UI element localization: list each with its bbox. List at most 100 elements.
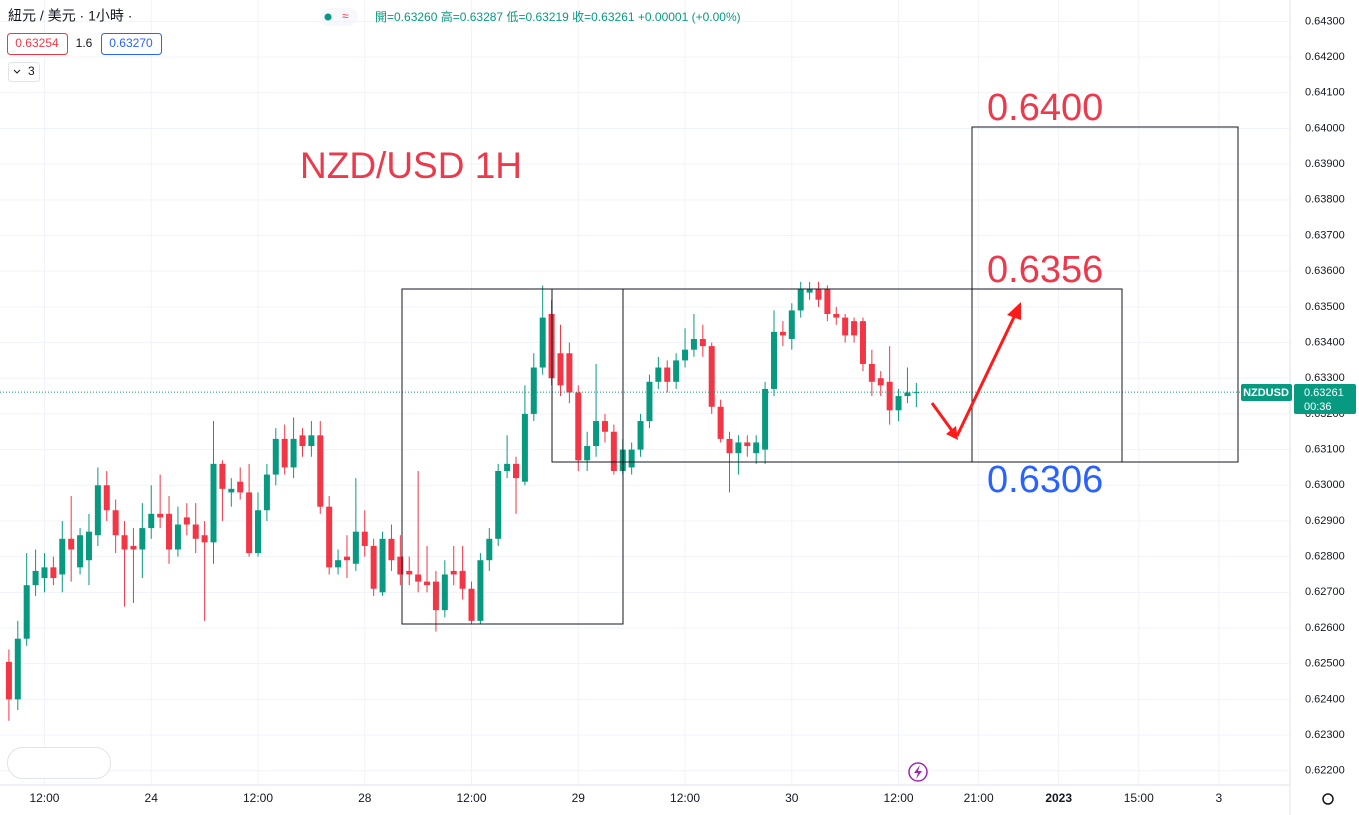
ask-price: 0.63270 — [109, 36, 153, 50]
y-tick-label: 0.64300 — [1305, 15, 1345, 27]
bar-countdown: 00:36 — [1304, 401, 1332, 413]
candle-body — [299, 435, 306, 447]
candle-body — [228, 488, 235, 493]
candle-body — [397, 556, 404, 575]
candle-body — [263, 474, 270, 511]
candle-body — [593, 421, 600, 447]
candle-body — [14, 638, 21, 700]
candle-body — [281, 438, 288, 468]
candle-body — [788, 310, 795, 339]
y-tick-label: 0.62300 — [1305, 729, 1345, 741]
candle-body — [219, 463, 226, 489]
candle-body — [68, 538, 75, 550]
candle-body — [148, 513, 155, 529]
candle-body — [415, 574, 422, 582]
candle-body — [815, 289, 822, 300]
candles — [0, 281, 1290, 721]
candle-body — [361, 531, 368, 546]
candle-body — [174, 524, 181, 550]
axes: 0.64300 0.64200 0.64100 0.64000 0.63900 0.638… — [29, 15, 1344, 805]
candle-body — [103, 485, 110, 511]
y-tick-label: 0.63400 — [1305, 336, 1345, 348]
y-tick-label: 0.62500 — [1305, 658, 1345, 670]
sell-button[interactable] — [7, 33, 68, 55]
y-tick-label: 0.63000 — [1305, 479, 1345, 491]
candle-body — [762, 388, 769, 450]
x-tick-label: 21:00 — [964, 791, 994, 805]
y-tick-label: 0.62700 — [1305, 586, 1345, 598]
price-tag — [1294, 384, 1356, 414]
candle-body — [806, 289, 813, 293]
candle-body — [424, 581, 431, 586]
scroll-control[interactable] — [7, 747, 111, 779]
x-tick-label: 12:00 — [670, 791, 700, 805]
candle-body — [5, 661, 12, 700]
candle-body — [744, 442, 751, 447]
symbol-tag — [1241, 384, 1292, 401]
candle-body — [450, 570, 457, 575]
candle-body — [637, 421, 644, 450]
symbol-title: 紐元 / 美元 · 1小時 · — [8, 8, 132, 24]
candle-body — [628, 449, 635, 468]
x-tick-label: 29 — [572, 791, 586, 805]
x-tick-label: 28 — [358, 791, 372, 805]
candle-body — [690, 338, 697, 350]
settings-icon[interactable] — [1322, 793, 1334, 805]
candle-body — [833, 314, 840, 318]
y-tick-label: 0.64100 — [1305, 87, 1345, 99]
buy-button[interactable] — [101, 33, 162, 55]
indicator-toggle[interactable] — [8, 62, 40, 82]
candle-body — [77, 535, 84, 568]
candle-body — [797, 289, 804, 311]
candle-body — [41, 567, 48, 579]
candle-body — [139, 528, 146, 550]
candle-body — [477, 560, 484, 621]
candle-body — [441, 574, 448, 611]
candle-body — [112, 510, 119, 536]
x-tick-label: 15:00 — [1124, 791, 1154, 805]
candle-body — [352, 531, 359, 564]
candle-body — [904, 392, 911, 397]
bid-price: 0.63254 — [15, 36, 59, 50]
candle-body — [877, 378, 884, 386]
y-tick-label: 0.62400 — [1305, 693, 1345, 705]
candle-body — [717, 406, 724, 439]
y-tick-label: 0.64200 — [1305, 51, 1345, 63]
candle-body — [50, 567, 57, 579]
candle-body — [94, 485, 101, 536]
candle-body — [868, 363, 875, 382]
x-tick-label: 24 — [145, 791, 159, 805]
candle-body — [326, 506, 333, 568]
chevron — [13, 69, 21, 74]
candle-body — [255, 510, 261, 554]
ohlc-readout: 開=0.63260 高=0.63287 低=0.63219 收=0.63261 … — [375, 9, 741, 24]
indicator-count: 3 — [28, 64, 35, 78]
range-box — [551, 288, 1123, 463]
candle-body — [913, 392, 920, 394]
candle-body — [406, 570, 413, 575]
candle-body — [842, 317, 849, 336]
y-tick-label: 0.63100 — [1305, 443, 1345, 455]
y-tick-label: 0.64000 — [1305, 122, 1345, 134]
last-price: 0.63261 — [1304, 387, 1344, 399]
y-tick-label: 0.62800 — [1305, 551, 1345, 563]
candle-body — [192, 524, 199, 539]
candle-body — [317, 435, 324, 507]
status-pill[interactable] — [320, 8, 358, 26]
candle-body — [673, 360, 680, 382]
candle-body — [468, 588, 475, 621]
candle-body — [379, 538, 386, 593]
candle-body — [59, 538, 66, 575]
status-icon: ≈ — [342, 9, 349, 23]
candle-body — [32, 570, 39, 586]
y-tick-label: 0.63500 — [1305, 301, 1345, 313]
candle-body — [779, 331, 786, 336]
arrow-head — [946, 426, 958, 440]
candle-body — [343, 556, 350, 561]
candle-body — [566, 353, 573, 393]
target-box — [971, 126, 1239, 463]
arrow — [955, 314, 1017, 437]
candle-body — [495, 471, 502, 539]
